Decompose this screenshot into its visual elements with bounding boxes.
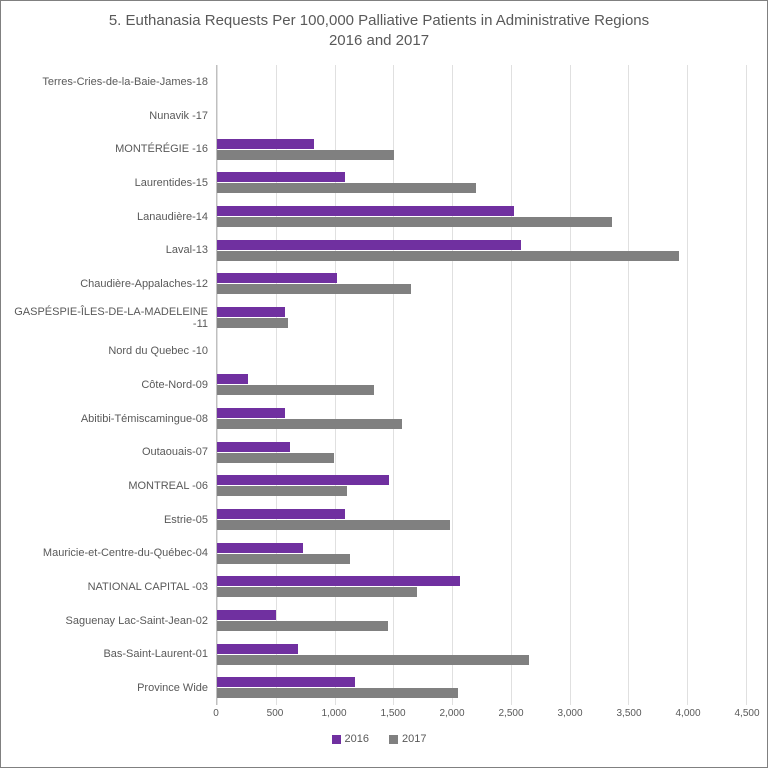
bar-group [217, 503, 747, 537]
x-axis-tick: 500 [267, 708, 284, 719]
bar-group [217, 671, 747, 705]
x-axis-tick: 1,500 [380, 708, 405, 719]
legend-label-2016: 2016 [345, 733, 369, 745]
legend-swatch-2017 [389, 735, 398, 744]
bar-group [217, 402, 747, 436]
bar-group [217, 638, 747, 672]
bar-2017 [217, 688, 458, 698]
bar-2017 [217, 486, 347, 496]
bar-2016 [217, 610, 276, 620]
bar-group [217, 536, 747, 570]
x-axis-tick: 4,000 [675, 708, 700, 719]
legend-item-2017: 2017 [389, 733, 426, 745]
bar-2016 [217, 307, 285, 317]
y-axis-label: Chaudière-Appalaches-12 [11, 267, 208, 301]
bar-2016 [217, 644, 298, 654]
bar-group [217, 301, 747, 335]
y-axis-label: Province Wide [11, 671, 208, 705]
x-axis-tick: 1,000 [321, 708, 346, 719]
x-axis-tick: 3,500 [616, 708, 641, 719]
bar-2016 [217, 509, 345, 519]
legend-label-2017: 2017 [402, 733, 426, 745]
chart-title-line2: 2016 and 2017 [329, 32, 429, 49]
bar-group [217, 368, 747, 402]
y-axis-label: Estrie-05 [11, 503, 208, 537]
bar-2016 [217, 240, 521, 250]
y-axis-label: Laval-13 [11, 233, 208, 267]
bar-2017 [217, 655, 529, 665]
y-axis-label: Lanaudière-14 [11, 200, 208, 234]
bar-2016 [217, 677, 355, 687]
bar-2017 [217, 554, 350, 564]
bar-2016 [217, 172, 345, 182]
x-axis-tick: 4,500 [734, 708, 759, 719]
bar-group [217, 570, 747, 604]
bar-group [217, 65, 747, 99]
bar-2017 [217, 621, 388, 631]
y-axis-label: Mauricie-et-Centre-du-Québec-04 [11, 536, 208, 570]
bar-2017 [217, 520, 450, 530]
bar-2016 [217, 475, 389, 485]
bars-area [216, 65, 747, 705]
y-axis-label: Terres-Cries-de-la-Baie-James-18 [11, 65, 208, 99]
y-axis-label: Outaouais-07 [11, 435, 208, 469]
bar-2016 [217, 374, 248, 384]
bar-2017 [217, 453, 334, 463]
chart-title: 5. Euthanasia Requests Per 100,000 Palli… [11, 11, 747, 50]
bar-2016 [217, 576, 460, 586]
y-axis-label: Côte-Nord-09 [11, 368, 208, 402]
x-axis-tick: 0 [213, 708, 219, 719]
chart-container: 5. Euthanasia Requests Per 100,000 Palli… [0, 0, 768, 768]
bar-group [217, 233, 747, 267]
legend-item-2016: 2016 [332, 733, 369, 745]
bar-group [217, 469, 747, 503]
bar-2017 [217, 318, 288, 328]
bar-group [217, 435, 747, 469]
bar-2016 [217, 273, 337, 283]
bar-2016 [217, 442, 290, 452]
bar-2017 [217, 150, 394, 160]
y-axis-label: Nunavik -17 [11, 99, 208, 133]
x-axis-tick: 3,000 [557, 708, 582, 719]
y-axis-label: NATIONAL CAPITAL -03 [11, 570, 208, 604]
y-axis-labels: Terres-Cries-de-la-Baie-James-18Nunavik … [11, 65, 216, 705]
bar-2017 [217, 251, 679, 261]
y-axis-label: GASPÉSPIE-ÎLES-DE-LA-MADELEINE -11 [11, 301, 208, 335]
bar-2017 [217, 419, 402, 429]
bar-2017 [217, 183, 476, 193]
x-axis-tick: 2,000 [439, 708, 464, 719]
y-axis-label: MONTÉRÉGIE -16 [11, 132, 208, 166]
bar-2017 [217, 385, 374, 395]
plot-area: Terres-Cries-de-la-Baie-James-18Nunavik … [11, 65, 747, 705]
bar-2017 [217, 217, 612, 227]
bar-group [217, 166, 747, 200]
legend: 2016 2017 [11, 733, 747, 745]
bar-group [217, 604, 747, 638]
bar-2016 [217, 139, 314, 149]
bar-2016 [217, 408, 285, 418]
bar-group [217, 200, 747, 234]
y-axis-label: Nord du Quebec -10 [11, 334, 208, 368]
bar-2016 [217, 206, 514, 216]
bar-2017 [217, 284, 411, 294]
x-axis-tick: 2,500 [498, 708, 523, 719]
y-axis-label: Laurentides-15 [11, 166, 208, 200]
y-axis-label: Abitibi-Témiscamingue-08 [11, 402, 208, 436]
bar-group [217, 334, 747, 368]
y-axis-label: Saguenay Lac-Saint-Jean-02 [11, 604, 208, 638]
legend-swatch-2016 [332, 735, 341, 744]
bar-2017 [217, 587, 417, 597]
bar-2016 [217, 543, 303, 553]
bar-group [217, 132, 747, 166]
x-axis: 05001,0001,5002,0002,5003,0003,5004,0004… [216, 705, 747, 725]
y-axis-label: MONTREAL -06 [11, 469, 208, 503]
chart-title-line1: 5. Euthanasia Requests Per 100,000 Palli… [109, 12, 649, 29]
y-axis-label: Bas-Saint-Laurent-01 [11, 638, 208, 672]
bar-group [217, 267, 747, 301]
bar-group [217, 99, 747, 133]
